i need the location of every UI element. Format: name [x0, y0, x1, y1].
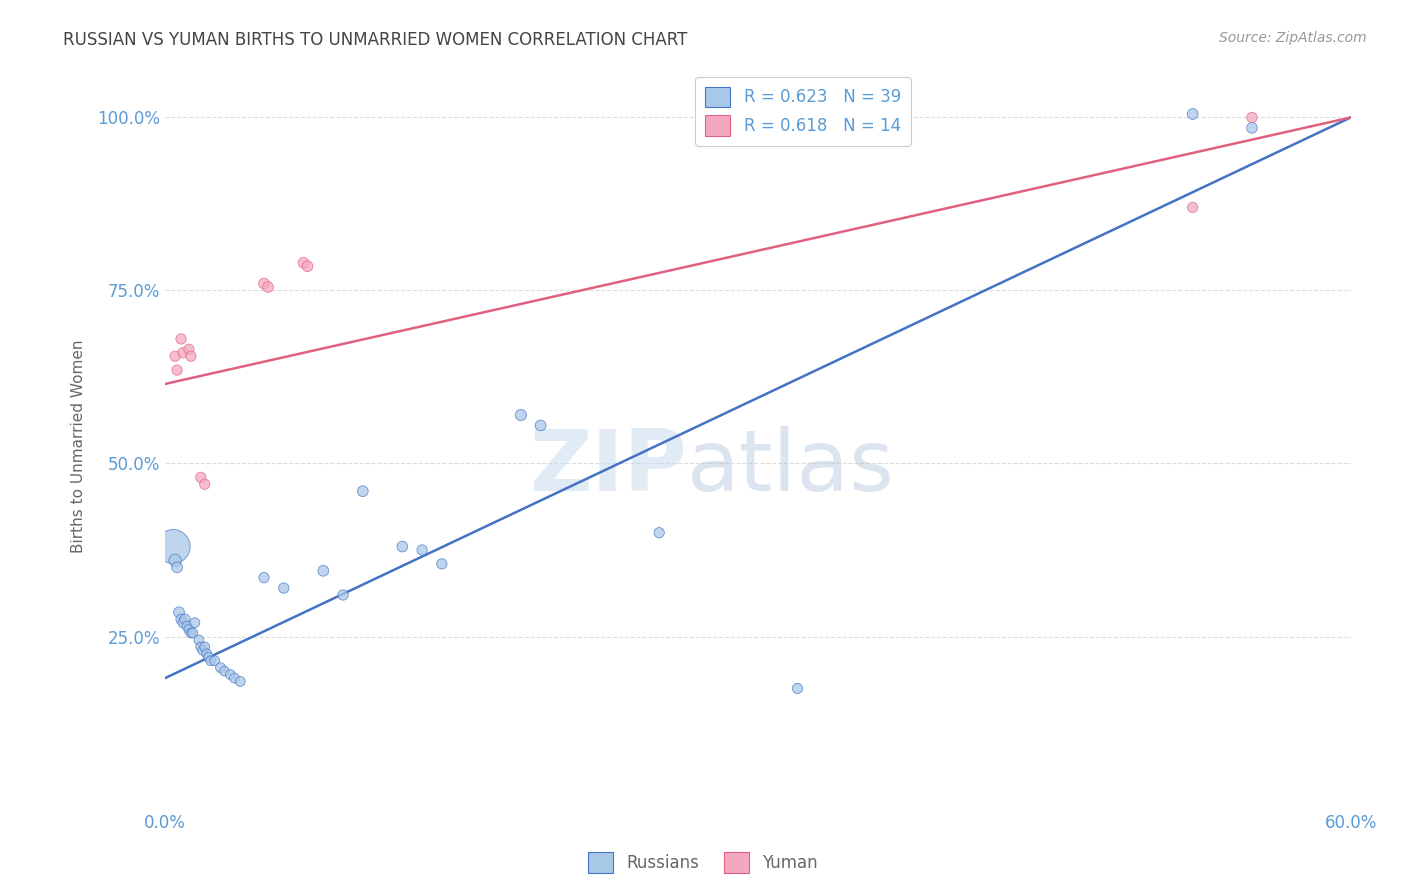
Point [253, 277, 276, 291]
Point [180, 349, 202, 363]
Point [229, 674, 252, 689]
Point [165, 553, 187, 567]
Point [177, 343, 200, 357]
Point [184, 615, 207, 630]
Point [170, 332, 193, 346]
Point [1181, 107, 1204, 121]
Legend: R = 0.623   N = 39, R = 0.618   N = 14: R = 0.623 N = 39, R = 0.618 N = 14 [695, 77, 911, 145]
Point [172, 345, 194, 359]
Point [200, 654, 222, 668]
Point [166, 560, 188, 574]
Point [172, 615, 194, 630]
Point [530, 418, 553, 433]
Point [1181, 201, 1204, 215]
Point [194, 640, 217, 654]
Point [190, 640, 212, 654]
Point [786, 681, 808, 696]
Point [411, 543, 433, 558]
Legend: Russians, Yuman: Russians, Yuman [581, 846, 825, 880]
Text: ZIP: ZIP [529, 426, 688, 509]
Point [509, 408, 531, 422]
Point [190, 470, 212, 484]
Point [165, 349, 187, 363]
Point [181, 626, 204, 640]
Point [214, 664, 236, 678]
Point [219, 667, 242, 681]
Point [224, 671, 246, 685]
Point [191, 643, 214, 657]
Point [332, 588, 354, 602]
Point [352, 484, 374, 499]
Point [162, 540, 184, 554]
Text: atlas: atlas [688, 426, 894, 509]
Point [204, 654, 226, 668]
Point [292, 256, 315, 270]
Point [253, 571, 276, 585]
Point [257, 280, 280, 294]
Point [297, 259, 319, 273]
Point [170, 612, 193, 626]
Point [312, 564, 335, 578]
Point [195, 647, 218, 661]
Point [209, 660, 232, 674]
Text: Source: ZipAtlas.com: Source: ZipAtlas.com [1219, 31, 1367, 45]
Point [167, 605, 190, 619]
Point [166, 363, 188, 377]
Point [176, 619, 198, 633]
Point [180, 626, 202, 640]
Point [177, 623, 200, 637]
Point [174, 612, 197, 626]
Point [1240, 120, 1263, 135]
Point [430, 557, 453, 571]
Point [194, 477, 217, 491]
Point [648, 525, 671, 540]
Point [1240, 111, 1263, 125]
Y-axis label: Births to Unmarried Women: Births to Unmarried Women [72, 340, 86, 553]
Point [273, 581, 295, 595]
Point [197, 650, 219, 665]
Text: RUSSIAN VS YUMAN BIRTHS TO UNMARRIED WOMEN CORRELATION CHART: RUSSIAN VS YUMAN BIRTHS TO UNMARRIED WOM… [63, 31, 688, 49]
Point [391, 540, 413, 554]
Point [187, 632, 209, 647]
